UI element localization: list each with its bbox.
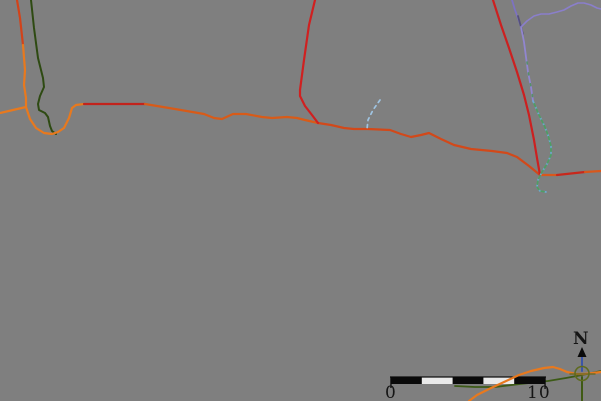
road-red-middle [298,0,320,125]
scalebar-seg-2 [452,377,484,384]
north-arrow-head [577,347,587,357]
north-arrow-circle [574,365,590,382]
road-topleft-red-tip [15,0,25,47]
north-arrow-label: N [573,329,589,349]
river-road-crossing-dash [366,99,381,130]
river-dashed-green [532,100,552,193]
scalebar-label-end: 10 [527,383,551,401]
scalebar-seg-3 [514,377,545,384]
road-east-exit-red [555,170,587,177]
road-topleft [21,43,78,136]
road-left-branch [0,105,28,115]
scalebar-tick-right [544,377,546,389]
road-east-exit-2 [583,169,601,174]
scalebar-label-start: 0 [385,383,396,401]
road-main-center [143,102,320,125]
road-main-west [74,102,86,107]
road-green-upper [30,0,57,135]
river-stem-green-dashes [526,61,534,102]
scalebar-tick-left [390,377,392,388]
scalebar-seg-1 [391,377,422,384]
scalebar-topline [390,376,546,378]
road-main-east [316,121,542,177]
road-red-right [491,0,542,177]
river-branch-northeast [520,2,601,28]
